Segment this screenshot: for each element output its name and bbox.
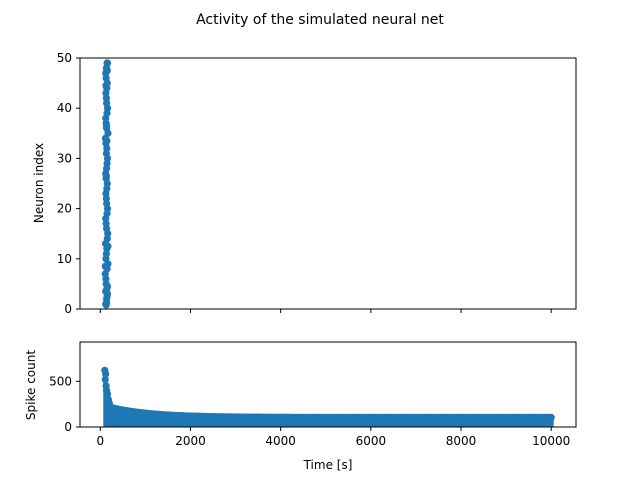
raster-point [103, 122, 111, 130]
raster-point [102, 82, 110, 90]
raster-points [101, 59, 112, 309]
spike-count-y-ticks: 0 500 [49, 374, 80, 434]
raster-y-tick-label: 50 [57, 51, 72, 65]
spike-count-x-ticks: 0 2000 4000 6000 8000 10000 [96, 427, 570, 448]
spike-count-x-tick-label: 6000 [356, 434, 387, 448]
raster-y-tick-label: 40 [57, 101, 72, 115]
figure-title: Activity of the simulated neural net [196, 12, 444, 28]
spike-count-y-axis-label: Spike count [24, 350, 38, 420]
raster-point [102, 275, 110, 283]
raster-panel: 0 10 20 30 40 50 Neuron index [32, 51, 577, 316]
spike-count-x-tick-label: 0 [96, 434, 104, 448]
spike-count-y-tick-label: 500 [49, 374, 72, 388]
spike-count-peak-point [102, 370, 110, 378]
raster-x-ticks [99, 309, 552, 313]
raster-y-tick-label: 10 [57, 252, 72, 266]
raster-point [103, 137, 111, 145]
raster-y-tick-label: 0 [64, 302, 72, 316]
spike-count-axes-frame [79, 341, 577, 428]
raster-point [101, 262, 109, 270]
spike-count-x-tick-label: 4000 [265, 434, 296, 448]
raster-point [102, 172, 110, 180]
raster-point [103, 66, 111, 75]
raster-y-axis-label: Neuron index [32, 143, 46, 223]
spike-count-peak-point [101, 375, 109, 384]
raster-axes-frame [79, 57, 577, 310]
spike-count-x-tick-label: 10000 [532, 434, 570, 448]
raster-y-tick-label: 30 [57, 151, 72, 165]
spike-count-x-tick-label: 8000 [446, 434, 477, 448]
raster-y-tick-label: 20 [57, 202, 72, 216]
raster-y-ticks: 0 10 20 30 40 50 [57, 51, 80, 316]
raster-point [104, 242, 112, 250]
spike-count-x-axis-label: Time [s] [303, 458, 353, 472]
raster-point [103, 299, 111, 307]
spike-count-y-tick-label: 0 [64, 420, 72, 434]
spike-count-points [101, 366, 555, 427]
spike-count-point [547, 413, 555, 422]
raster-point [103, 282, 112, 291]
spike-count-x-tick-label: 2000 [175, 434, 206, 448]
